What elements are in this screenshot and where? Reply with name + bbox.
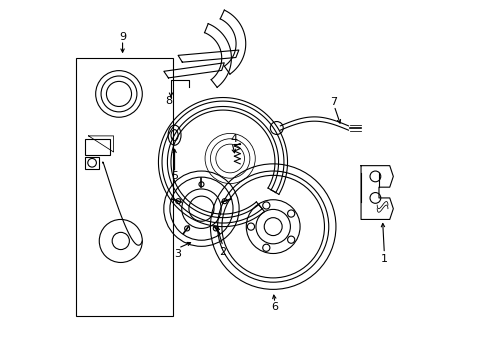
Text: 1: 1	[380, 254, 387, 264]
Bar	[85, 157, 99, 169]
Text: 2: 2	[219, 247, 226, 257]
Text: 6: 6	[271, 302, 278, 312]
Bar	[76, 58, 172, 316]
Text: 3: 3	[174, 248, 181, 258]
Text: 9: 9	[119, 32, 126, 41]
Text: 8: 8	[165, 96, 172, 106]
Text: 4: 4	[230, 134, 237, 144]
Text: 7: 7	[330, 97, 337, 107]
Bar	[85, 139, 110, 155]
Text: 5: 5	[171, 171, 178, 181]
